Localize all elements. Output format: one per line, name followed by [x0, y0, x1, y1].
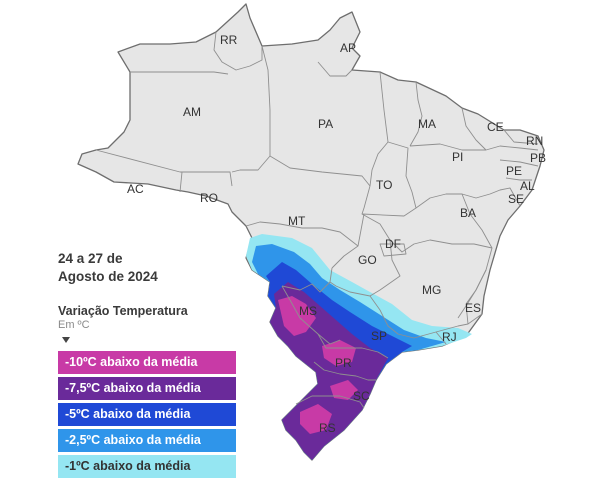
state-label-ce: CE — [487, 120, 504, 134]
legend-panel: 24 a 27 de Agosto de 2024 Variação Tempe… — [58, 250, 238, 481]
legend-item-minus-5: -5ºC abaixo da média — [58, 403, 236, 426]
state-label-df: DF — [385, 237, 401, 251]
state-label-to: TO — [376, 178, 392, 192]
state-label-ap: AP — [340, 41, 356, 55]
state-borders — [95, 31, 539, 409]
period-line-1: 24 a 27 de — [58, 251, 123, 266]
state-label-rn: RN — [526, 134, 543, 148]
legend-unit: Em ºC — [58, 319, 90, 331]
anomaly-minus-10-pr — [322, 340, 356, 366]
state-label-go: GO — [358, 253, 377, 267]
legend-item-minus-2-5: -2,5ºC abaixo da média — [58, 429, 236, 452]
state-label-rr: RR — [220, 33, 238, 47]
state-label-ms: MS — [299, 304, 317, 318]
legend-title: Variação Temperatura — [58, 304, 188, 318]
anomaly-minus-10-sc — [330, 380, 358, 400]
state-label-ro: RO — [200, 191, 218, 205]
state-label-ac: AC — [127, 182, 144, 196]
state-labels: RR AP AM PA MA CE RN PB PI PE AL SE AC R… — [127, 33, 546, 435]
state-label-pb: PB — [530, 151, 546, 165]
anomaly-minus-10-rs — [300, 404, 332, 434]
state-label-am: AM — [183, 105, 201, 119]
caret-down-icon — [62, 337, 70, 343]
state-label-pr: PR — [335, 356, 352, 370]
state-label-rs: RS — [319, 421, 336, 435]
state-label-al: AL — [520, 179, 535, 193]
state-label-pa: PA — [318, 117, 333, 131]
state-label-es: ES — [465, 301, 481, 315]
state-label-mt: MT — [288, 214, 306, 228]
state-label-ma: MA — [418, 117, 436, 131]
anomaly-minus-10-ms — [278, 296, 316, 336]
legend-item-minus-10: -10ºC abaixo da média — [58, 351, 236, 374]
state-label-ba: BA — [460, 206, 476, 220]
legend-item-minus-1: -1ºC abaixo da média — [58, 455, 236, 478]
state-label-mg: MG — [422, 283, 441, 297]
state-label-pi: PI — [452, 150, 463, 164]
legend-item-minus-7-5: -7,5ºC abaixo da média — [58, 377, 236, 400]
state-label-pe: PE — [506, 164, 522, 178]
state-label-rj: RJ — [442, 330, 457, 344]
state-label-sc: SC — [353, 389, 370, 403]
state-label-sp: SP — [371, 329, 387, 343]
state-label-se: SE — [508, 192, 524, 206]
period-line-2: Agosto de 2024 — [58, 269, 158, 284]
